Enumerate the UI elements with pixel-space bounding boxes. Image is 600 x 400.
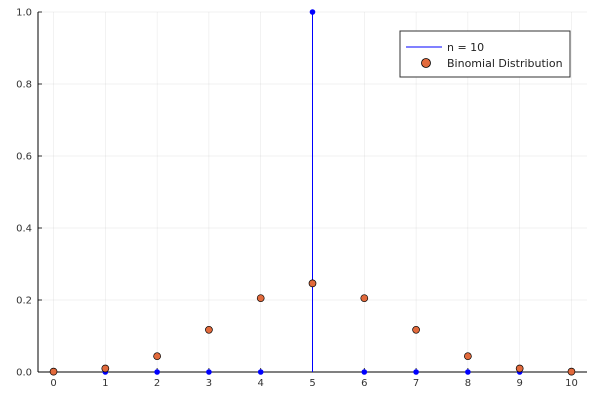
scatter-series <box>49 279 576 376</box>
y-tick-label: 1.0 <box>16 8 32 19</box>
y-tick-label: 0.8 <box>16 80 32 91</box>
stem-point <box>413 369 419 375</box>
x-tick-label: 9 <box>516 378 522 389</box>
x-tick-label: 5 <box>309 378 315 389</box>
stem-point <box>154 369 160 375</box>
x-tick-label: 3 <box>206 378 212 389</box>
scatter-point <box>205 325 213 334</box>
legend-box <box>399 30 571 78</box>
stem-point <box>465 369 471 375</box>
y-tick-label: 0.6 <box>16 152 32 163</box>
scatter-point <box>49 367 58 376</box>
x-tick-label: 2 <box>154 378 160 389</box>
x-tick-label: 7 <box>413 378 419 389</box>
legend: n = 10 Binomial Distribution <box>399 30 571 78</box>
scatter-point <box>308 279 317 288</box>
x-tick-label: 1 <box>102 378 108 389</box>
scatter-point <box>101 364 110 373</box>
x-tick-label: 8 <box>465 378 471 389</box>
y-tick-label: 0.4 <box>16 224 32 235</box>
y-tick-label: 0.2 <box>16 296 32 307</box>
x-tick-label: 6 <box>361 378 367 389</box>
scatter-point <box>256 294 265 303</box>
legend-marker-swatch <box>421 58 431 68</box>
scatter-point <box>515 364 524 373</box>
legend-label-stem: n = 10 <box>447 41 484 54</box>
stem-point <box>257 369 264 375</box>
x-tick-label: 0 <box>50 378 56 389</box>
scatter-point <box>567 367 576 376</box>
scatter-point <box>412 325 420 334</box>
stem-point <box>309 9 316 15</box>
x-tick-label: 10 <box>565 378 578 389</box>
scatter-point <box>360 294 369 303</box>
stem-point <box>206 369 212 375</box>
legend-label-scatter: Binomial Distribution <box>447 57 563 70</box>
y-tick-label: 0.0 <box>16 368 32 379</box>
stem-point <box>361 369 368 375</box>
tick-labels: 0 1 2 3 4 5 6 7 8 9 10 0.0 0.2 0.4 0.6 0.8 1.0 <box>16 8 578 390</box>
scatter-point <box>153 352 161 361</box>
scatter-point <box>464 352 472 361</box>
x-tick-label: 4 <box>258 378 264 389</box>
